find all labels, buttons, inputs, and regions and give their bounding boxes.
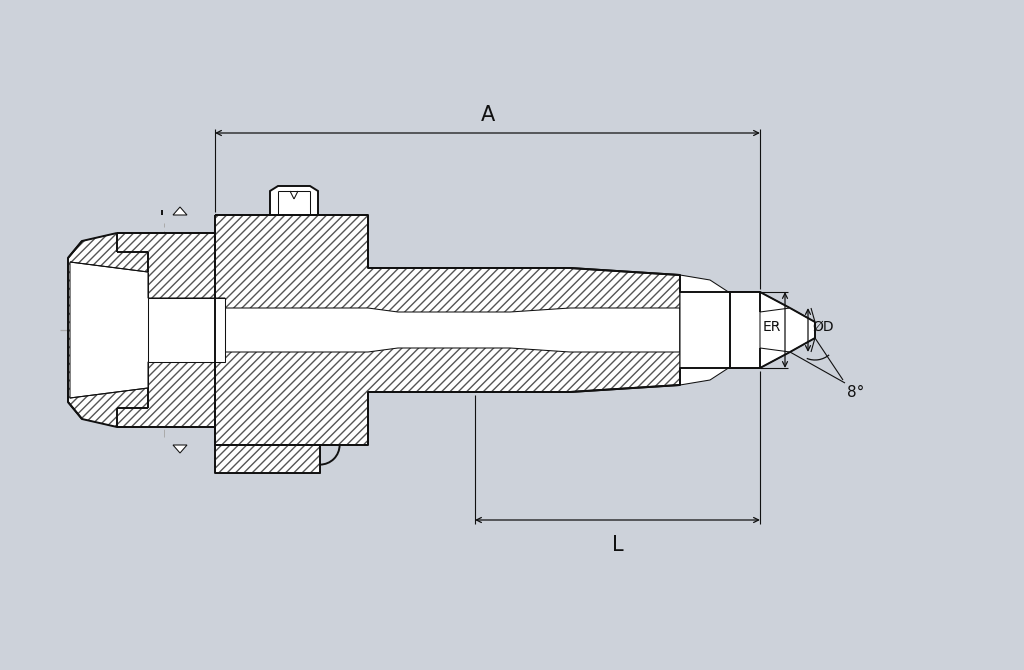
Polygon shape xyxy=(680,275,730,385)
Polygon shape xyxy=(173,445,187,453)
Polygon shape xyxy=(215,445,321,473)
Text: 8°: 8° xyxy=(847,385,864,400)
Text: ER: ER xyxy=(763,320,781,334)
Polygon shape xyxy=(215,215,760,445)
Polygon shape xyxy=(215,308,680,352)
Text: A: A xyxy=(480,105,495,125)
Polygon shape xyxy=(68,233,215,427)
Text: L: L xyxy=(611,535,624,555)
Polygon shape xyxy=(70,262,225,398)
Polygon shape xyxy=(680,292,790,368)
Polygon shape xyxy=(148,298,225,362)
Polygon shape xyxy=(173,207,187,215)
Text: ØD: ØD xyxy=(812,320,834,334)
Polygon shape xyxy=(270,186,318,215)
Polygon shape xyxy=(760,308,815,352)
